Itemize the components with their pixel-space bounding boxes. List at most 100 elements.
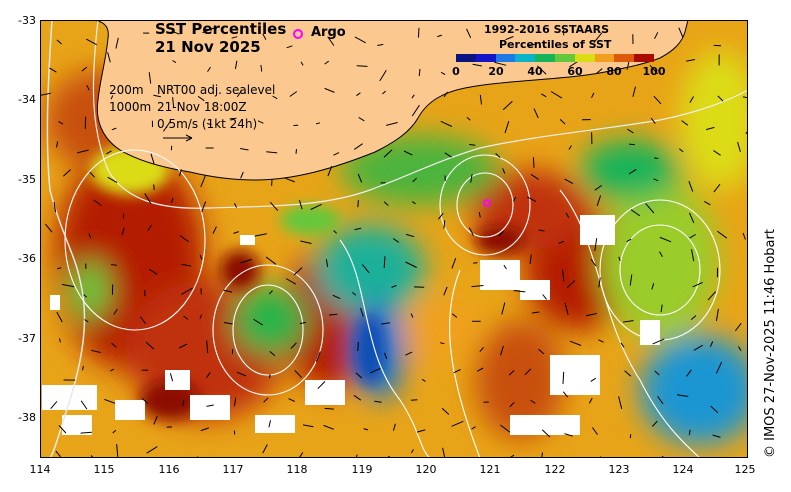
velocity-vector xyxy=(240,259,252,264)
velocity-vector xyxy=(537,65,547,75)
velocity-vector xyxy=(451,313,458,318)
velocity-vector xyxy=(206,123,212,126)
velocity-vector xyxy=(357,341,359,352)
colorbar-tick: 0 xyxy=(452,65,460,78)
velocity-vector xyxy=(466,116,471,121)
lon-label: 121 xyxy=(479,463,501,476)
velocity-vector xyxy=(509,401,515,408)
velocity-vector xyxy=(411,104,420,117)
velocity-vector xyxy=(383,149,393,158)
velocity-vector xyxy=(451,420,464,427)
velocity-vector xyxy=(145,341,155,350)
velocity-vector xyxy=(178,343,188,349)
velocity-vector xyxy=(405,261,417,268)
velocity-vector xyxy=(440,71,446,76)
velocity-vector xyxy=(676,394,689,397)
colorbar-segment xyxy=(515,54,536,62)
velocity-vector xyxy=(383,256,386,269)
velocity-vector xyxy=(285,278,297,285)
velocity-vector xyxy=(469,144,476,146)
velocity-vector xyxy=(58,120,64,125)
velocity-vector xyxy=(478,212,481,218)
velocity-vector xyxy=(566,280,576,289)
velocity-vector xyxy=(293,267,303,276)
velocity-vector xyxy=(538,348,545,355)
velocity-vector xyxy=(569,340,582,346)
velocity-vector xyxy=(62,169,72,177)
velocity-vector xyxy=(172,60,177,64)
velocity-vector xyxy=(541,429,551,438)
velocity-vector xyxy=(82,365,84,371)
sst-map[interactable] xyxy=(40,20,748,458)
velocity-vector xyxy=(150,153,155,164)
lon-label: 119 xyxy=(351,463,373,476)
velocity-vector xyxy=(317,381,326,390)
velocity-vector xyxy=(139,316,146,324)
velocity-vector xyxy=(61,283,75,288)
velocity-vector xyxy=(383,201,389,206)
velocity-vector xyxy=(437,34,443,38)
velocity-vector xyxy=(590,258,597,267)
velocity-vector xyxy=(262,33,267,40)
velocity-vector xyxy=(272,95,278,100)
velocity-vector xyxy=(49,67,57,73)
velocity-vector xyxy=(257,120,264,124)
velocity-vector xyxy=(354,227,362,231)
cloud-mask xyxy=(42,215,660,435)
colorbar-segment xyxy=(554,54,575,62)
velocity-vector xyxy=(111,127,117,131)
velocity-vector xyxy=(302,424,314,428)
colorbar-segment xyxy=(614,54,635,62)
velocity-vector xyxy=(353,143,363,150)
velocity-vector xyxy=(153,416,158,425)
velocity-vector xyxy=(254,233,267,237)
velocity-vector xyxy=(323,424,334,430)
argo-float[interactable] xyxy=(483,199,491,207)
velocity-vector xyxy=(513,196,517,202)
velocity-vector xyxy=(206,404,214,407)
velocity-vector xyxy=(153,184,155,191)
velocity-vector xyxy=(393,238,400,243)
velocity-vector xyxy=(45,223,53,233)
velocity-vector xyxy=(715,361,723,374)
map-border xyxy=(40,20,748,458)
velocity-vector xyxy=(596,195,602,206)
velocity-vector xyxy=(332,294,341,300)
velocity-vector xyxy=(199,314,203,320)
velocity-vector xyxy=(504,121,510,134)
lon-label: 115 xyxy=(93,463,115,476)
velocity-vector xyxy=(541,452,543,458)
velocity-vector xyxy=(162,120,172,132)
velocity-vector xyxy=(298,199,303,210)
velocity-vector xyxy=(498,231,504,237)
velocity-vector xyxy=(651,283,655,290)
velocity-vector xyxy=(110,95,114,100)
velocity-vector xyxy=(444,152,452,158)
velocity-vector xyxy=(260,64,263,72)
velocity-vector xyxy=(183,315,189,320)
velocity-vector xyxy=(265,256,277,265)
velocity-vector xyxy=(116,444,119,457)
velocity-vector xyxy=(299,321,307,325)
velocity-vector xyxy=(503,264,507,270)
velocity-vector xyxy=(411,94,415,99)
velocity-vector xyxy=(441,407,450,415)
velocity-vector xyxy=(50,401,58,410)
velocity-vector xyxy=(453,369,461,374)
velocity-vector xyxy=(709,341,714,347)
velocity-vector xyxy=(562,391,569,398)
velocity-vector xyxy=(392,423,396,431)
velocity-vector xyxy=(693,344,703,351)
velocity-vector xyxy=(59,338,61,343)
velocity-vector xyxy=(234,60,238,70)
colorbar-tick: 20 xyxy=(488,65,504,78)
velocity-vector xyxy=(405,351,413,356)
velocity-vector xyxy=(77,149,89,154)
velocity-vector xyxy=(111,342,117,348)
velocity-vector xyxy=(181,287,193,295)
legend-title: 1992-2016 SSTAARS xyxy=(484,23,610,36)
velocity-vector xyxy=(737,141,741,153)
velocity-vector xyxy=(692,281,703,288)
velocity-vector xyxy=(626,238,632,243)
contour-depth-label: 200m xyxy=(109,83,144,97)
